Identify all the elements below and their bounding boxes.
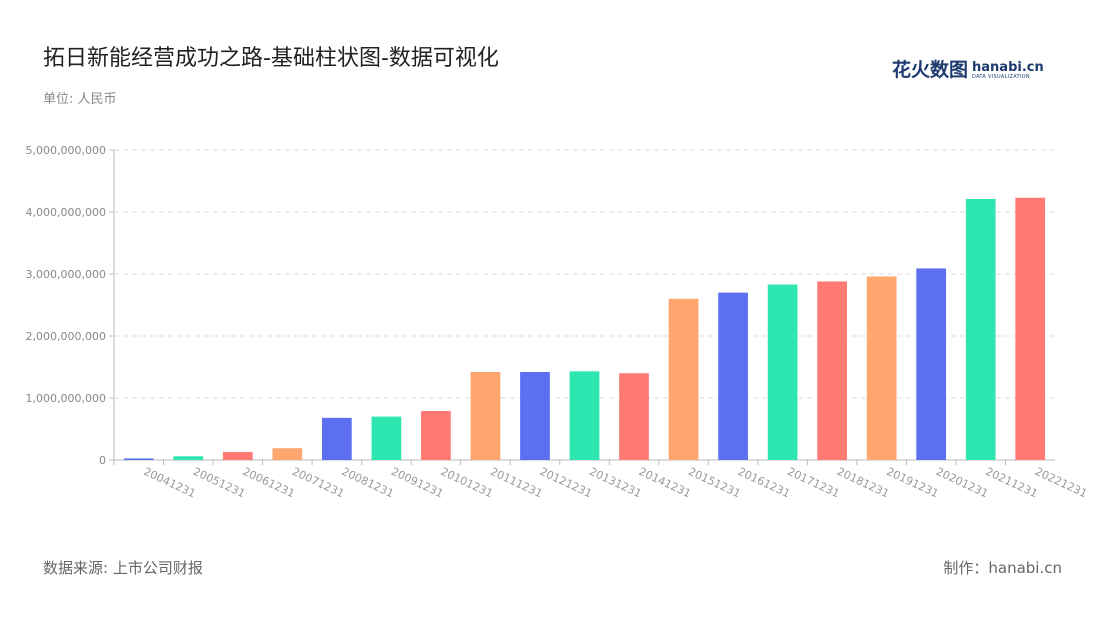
x-tick-label: 20211231 xyxy=(983,465,1039,500)
x-tick-label: 20161231 xyxy=(736,465,792,500)
bar-20221231[interactable] xyxy=(1015,197,1046,461)
logo-tagline: DATA VISUALIZATION xyxy=(972,74,1030,80)
bar-20041231[interactable] xyxy=(123,458,154,460)
x-tick-label: 20121231 xyxy=(538,465,594,500)
x-tick-label: 20081231 xyxy=(340,465,396,500)
y-tick-label: 3,000,000,000 xyxy=(26,268,106,281)
bar-20181231[interactable] xyxy=(817,281,847,460)
y-tick-label: 2,000,000,000 xyxy=(26,330,106,343)
x-label-layer: 2004123120051231200612312007123120081231… xyxy=(141,465,1089,500)
y-tick-label: 1,000,000,000 xyxy=(26,392,106,405)
y-tick-label: 4,000,000,000 xyxy=(26,206,106,219)
bar-20071231[interactable] xyxy=(272,448,303,460)
x-tick-label: 20091231 xyxy=(389,465,445,500)
x-tick-label: 20171231 xyxy=(785,465,841,500)
x-tick-label: 20181231 xyxy=(835,465,891,500)
bar-20211231[interactable] xyxy=(965,198,996,461)
bar-20111231[interactable] xyxy=(470,371,501,460)
credit-text: 制作：hanabi.cn xyxy=(943,559,1062,577)
x-tick-label: 20061231 xyxy=(241,465,297,500)
logo-en-text: hanabi.cn xyxy=(972,60,1044,75)
bar-20061231[interactable] xyxy=(222,451,253,460)
chart-title: 拓日新能经营成功之路-基础柱状图-数据可视化 xyxy=(43,46,499,71)
x-tick-label: 20041231 xyxy=(141,465,197,500)
x-tick-label: 20191231 xyxy=(884,465,940,500)
bar-20171231[interactable] xyxy=(767,284,798,460)
bar-20161231[interactable] xyxy=(718,292,748,460)
grid-layer xyxy=(114,149,1055,399)
bar-20101231[interactable] xyxy=(421,411,451,460)
bar-20141231[interactable] xyxy=(619,373,649,460)
x-tick-label: 20141231 xyxy=(637,465,693,500)
brand-logo: 花火数图 hanabi.cn DATA VISUALIZATION xyxy=(892,60,1044,80)
bar-20201231[interactable] xyxy=(916,268,947,460)
logo-en-block: hanabi.cn DATA VISUALIZATION xyxy=(972,61,1044,80)
bar-20121231[interactable] xyxy=(520,371,550,460)
x-tick-label: 20051231 xyxy=(191,465,247,500)
bar-20191231[interactable] xyxy=(866,276,897,460)
bar-20051231[interactable] xyxy=(173,456,204,460)
y-tick-label: 5,000,000,000 xyxy=(26,144,106,157)
x-tick-label: 20111231 xyxy=(488,465,544,500)
bar-20151231[interactable] xyxy=(668,298,699,460)
bar-layer xyxy=(123,197,1046,461)
bar-20131231[interactable] xyxy=(569,371,600,460)
x-tick-label: 20151231 xyxy=(686,465,742,500)
bar-20081231[interactable] xyxy=(322,417,352,460)
unit-label: 单位: 人民币 xyxy=(43,92,117,107)
bar-20091231[interactable] xyxy=(371,416,402,460)
y-tick-label: 0 xyxy=(99,454,106,467)
x-tick-label: 20101231 xyxy=(439,465,495,500)
x-tick-label: 20071231 xyxy=(290,465,346,500)
x-tick-label: 20201231 xyxy=(934,465,990,500)
x-tick-label: 20221231 xyxy=(1033,465,1089,500)
logo-cn-text: 花火数图 xyxy=(892,59,969,81)
x-tick-label: 20131231 xyxy=(587,465,643,500)
data-source: 数据来源: 上市公司财报 xyxy=(43,559,203,577)
